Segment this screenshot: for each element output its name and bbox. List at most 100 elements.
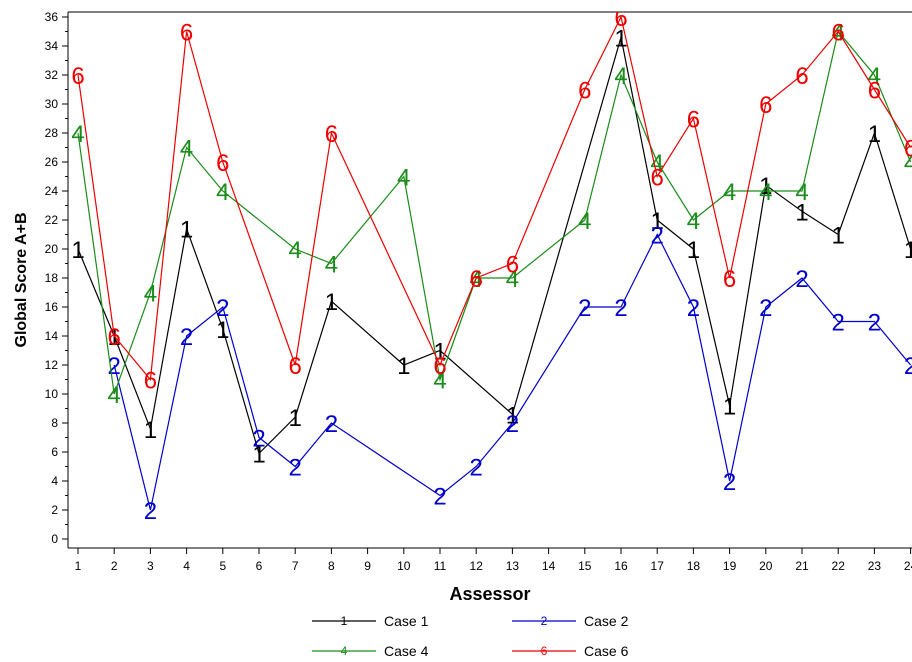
x-tick-label: 4: [183, 559, 190, 573]
data-point: 6: [433, 353, 446, 380]
y-tick-label: 34: [45, 39, 59, 53]
legend-item: 2 Case 2: [512, 613, 629, 629]
x-axis: 123456789101112131415161718192021222324: [68, 547, 912, 573]
series-line: [113, 233, 912, 511]
legend-marker: 4: [341, 644, 348, 658]
y-tick-label: 30: [45, 97, 59, 111]
y-tick-label: 6: [51, 445, 58, 459]
data-point: 2: [759, 295, 772, 322]
data-point: 1: [759, 173, 772, 200]
data-point: 4: [433, 368, 446, 395]
x-tick-label: 23: [868, 559, 882, 573]
data-point: 2: [614, 295, 627, 322]
x-tick-label: 5: [219, 559, 226, 573]
data-point: 6: [759, 92, 772, 119]
data-point: 1: [904, 237, 912, 264]
data-point: 1: [651, 208, 664, 235]
data-point: 4: [904, 150, 912, 177]
data-point: 2: [325, 411, 338, 438]
y-tick-label: 4: [51, 474, 58, 488]
data-point: 2: [144, 498, 157, 525]
y-tick-label: 36: [45, 10, 59, 24]
x-tick-label: 3: [147, 559, 154, 573]
y-axis-title: Global Score A+B: [13, 213, 30, 348]
data-point: 4: [397, 165, 410, 192]
data-point: 4: [71, 121, 84, 148]
y-tick-label: 16: [45, 300, 59, 314]
y-tick-label: 20: [45, 242, 59, 256]
data-point: 6: [506, 252, 519, 279]
data-point: 1: [216, 317, 229, 344]
data-point: 2: [651, 223, 664, 250]
data-point: 1: [687, 237, 700, 264]
data-point: 1: [397, 353, 410, 380]
x-tick-label: 24: [904, 559, 912, 573]
legend-item: 6 Case 6: [512, 643, 629, 659]
data-point: 6: [723, 266, 736, 293]
y-tick-label: 26: [45, 155, 59, 169]
data-point: 2: [687, 295, 700, 322]
data-point: 1: [325, 289, 338, 316]
data-point: 1: [71, 237, 84, 264]
data-point: 6: [614, 5, 627, 32]
data-point: 6: [216, 150, 229, 177]
data-point: 4: [578, 208, 591, 235]
series-line: [77, 30, 912, 395]
data-point: 6: [904, 136, 912, 163]
y-tick-label: 2: [51, 503, 58, 517]
data-point: 2: [470, 455, 483, 482]
data-point: 2: [868, 310, 881, 337]
data-point: 1: [832, 223, 845, 250]
data-point: 6: [144, 368, 157, 395]
data-point: 1: [180, 217, 193, 244]
data-point: 2: [578, 295, 591, 322]
x-tick-label: 13: [506, 559, 520, 573]
x-tick-label: 8: [328, 559, 335, 573]
series-line: [77, 37, 912, 455]
legend-marker: 1: [341, 614, 348, 628]
x-axis-title: Assessor: [449, 584, 530, 604]
legend-label: Case 2: [584, 613, 629, 629]
data-point: 6: [578, 78, 591, 105]
data-point: 1: [795, 199, 808, 226]
y-tick-label: 14: [45, 329, 59, 343]
legend: 1 Case 1 2 Case 2 4 Case 4 6 Case 6: [312, 613, 629, 659]
x-tick-label: 1: [75, 559, 82, 573]
x-tick-label: 17: [651, 559, 665, 573]
data-point: 4: [325, 252, 338, 279]
data-point: 2: [506, 411, 519, 438]
data-point: 2: [252, 426, 265, 453]
data-point: 6: [108, 324, 121, 351]
data-point: 2: [832, 310, 845, 337]
legend-item: 4 Case 4: [312, 643, 429, 659]
data-point: 1: [252, 441, 265, 468]
data-point: 6: [180, 20, 193, 47]
data-point: 2: [289, 455, 302, 482]
data-point: 4: [795, 179, 808, 206]
data-point: 6: [325, 121, 338, 148]
x-tick-label: 16: [614, 559, 628, 573]
legend-item: 1 Case 1: [312, 613, 429, 629]
data-point: 4: [289, 237, 302, 264]
data-point: 6: [470, 266, 483, 293]
data-point: 1: [723, 394, 736, 421]
series-line: [77, 15, 912, 381]
x-tick-label: 6: [256, 559, 263, 573]
y-tick-label: 0: [51, 532, 58, 546]
legend-label: Case 4: [384, 643, 429, 659]
data-point: 2: [180, 324, 193, 351]
data-point: 2: [723, 469, 736, 496]
data-point: 6: [289, 353, 302, 380]
x-tick-label: 9: [364, 559, 371, 573]
legend-marker: 6: [541, 644, 548, 658]
x-tick-label: 15: [578, 559, 592, 573]
legend-label: Case 6: [584, 643, 629, 659]
data-point: 6: [832, 20, 845, 47]
x-tick-label: 22: [832, 559, 846, 573]
data-point: 6: [687, 107, 700, 134]
data-point: 4: [216, 179, 229, 206]
data-point: 2: [904, 353, 912, 380]
